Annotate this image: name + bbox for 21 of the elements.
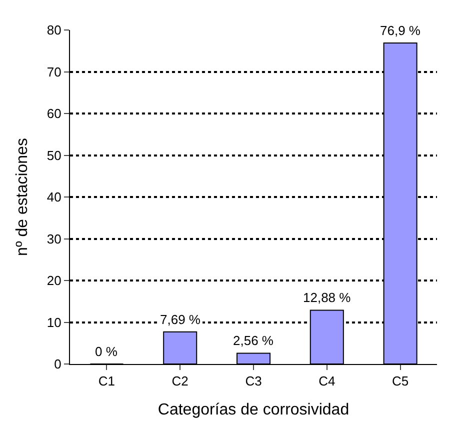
x-tick-label: C5 bbox=[392, 374, 409, 389]
y-tick-label: 40 bbox=[46, 190, 62, 205]
y-tick-label: 30 bbox=[46, 231, 62, 246]
data-label: 2,56 % bbox=[233, 333, 274, 348]
y-tick-label: 20 bbox=[46, 273, 62, 288]
x-axis-title: Categorías de corrosividad bbox=[158, 401, 350, 418]
y-tick-label: 50 bbox=[46, 148, 62, 163]
data-label: 76,9 % bbox=[380, 23, 421, 38]
x-tick-label: C4 bbox=[318, 374, 336, 389]
data-label: 7,69 % bbox=[160, 312, 201, 327]
y-tick-label: 80 bbox=[46, 22, 62, 38]
y-tick-label: 60 bbox=[46, 106, 62, 122]
x-tick-label: C3 bbox=[245, 374, 262, 389]
y-tick-label: 10 bbox=[46, 314, 62, 330]
y-axis-title: nº de estaciones bbox=[14, 138, 31, 256]
data-label: 0 % bbox=[95, 344, 118, 359]
y-tick-label: 70 bbox=[46, 64, 62, 80]
data-label: 12,88 % bbox=[303, 290, 352, 305]
y-tick-label: 0 bbox=[54, 356, 62, 372]
x-tick-label: C1 bbox=[98, 374, 116, 389]
x-tick-label: C2 bbox=[172, 374, 188, 389]
